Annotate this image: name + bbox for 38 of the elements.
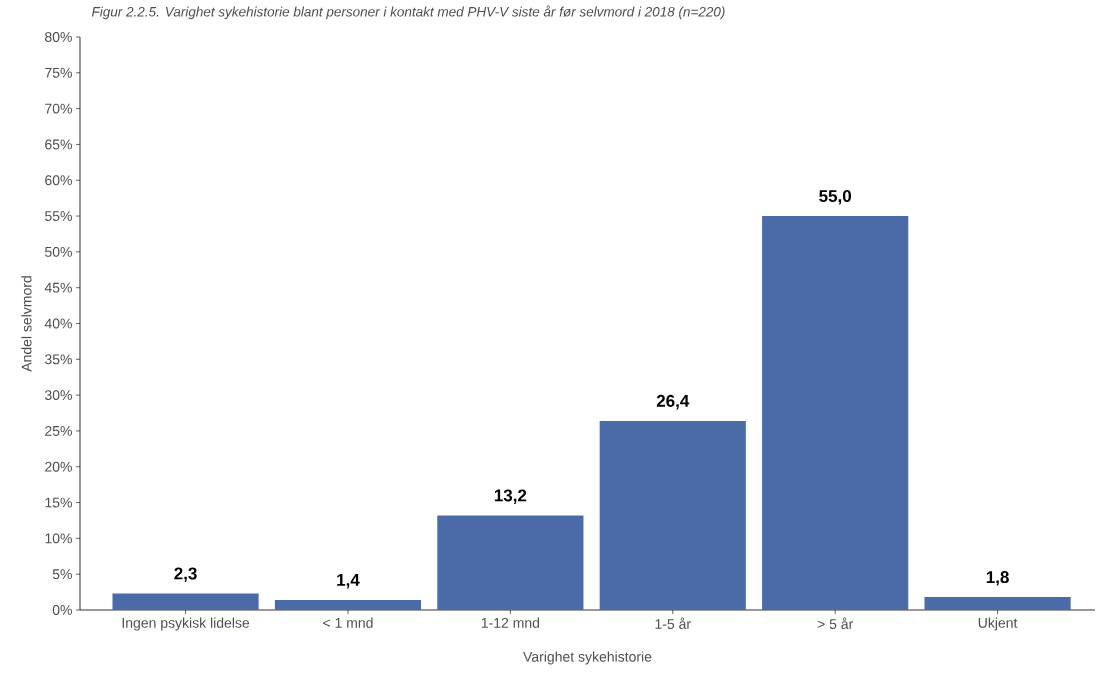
chart-title: Figur 2.2.5. Varighet sykehistorie blant personer i kontakt med PHV-V siste år før selvmord i 2018 (n=220) <box>91 5 725 20</box>
x-axis-title: Varighet sykehistorie <box>523 651 652 665</box>
x-tick-label: Ingen psykisk lidelse <box>122 617 250 631</box>
y-tick-label: 30% <box>44 390 72 401</box>
y-tick-label: 50% <box>45 246 72 257</box>
x-tick-label: Ukjent <box>978 617 1018 631</box>
y-tick-label: 0% <box>52 605 72 615</box>
y-tick-label: 65% <box>45 139 72 150</box>
y-tick-label: 75% <box>45 67 72 78</box>
y-tick-label: 20% <box>45 461 72 472</box>
data-label: 26,4 <box>656 394 690 410</box>
bar <box>274 599 422 610</box>
y-tick-label: 25% <box>45 425 72 436</box>
data-label: 2,3 <box>174 567 197 582</box>
y-tick-label: 40% <box>44 318 72 329</box>
bar <box>599 420 746 610</box>
data-label: 13,2 <box>494 489 527 504</box>
bar <box>924 597 1071 610</box>
y-tick-label: 5% <box>52 569 72 580</box>
y-axis-title: Andel selvmord <box>21 276 32 372</box>
y-tick-label: 70% <box>45 103 72 114</box>
y-tick-label: 55% <box>45 211 72 221</box>
y-tick-label: 15% <box>45 497 72 508</box>
bar <box>112 593 259 610</box>
x-tick-label: < 1 mnd <box>323 617 373 628</box>
x-tick-label: > 5 år <box>817 617 854 629</box>
y-tick-label: 60% <box>45 175 72 186</box>
bar <box>762 216 909 610</box>
data-label: 1,4 <box>337 574 360 589</box>
x-tick-label: 1-12 mnd <box>481 617 540 628</box>
data-label: 55,0 <box>819 190 852 205</box>
bar <box>437 515 584 610</box>
data-label: 1,8 <box>986 571 1009 586</box>
y-tick-label: 80% <box>45 32 72 42</box>
x-tick-label: 1-5 år <box>655 617 691 629</box>
y-tick-label: 45% <box>44 282 72 293</box>
y-tick-label: 35% <box>44 354 72 365</box>
y-tick-label: 10% <box>45 533 72 544</box>
